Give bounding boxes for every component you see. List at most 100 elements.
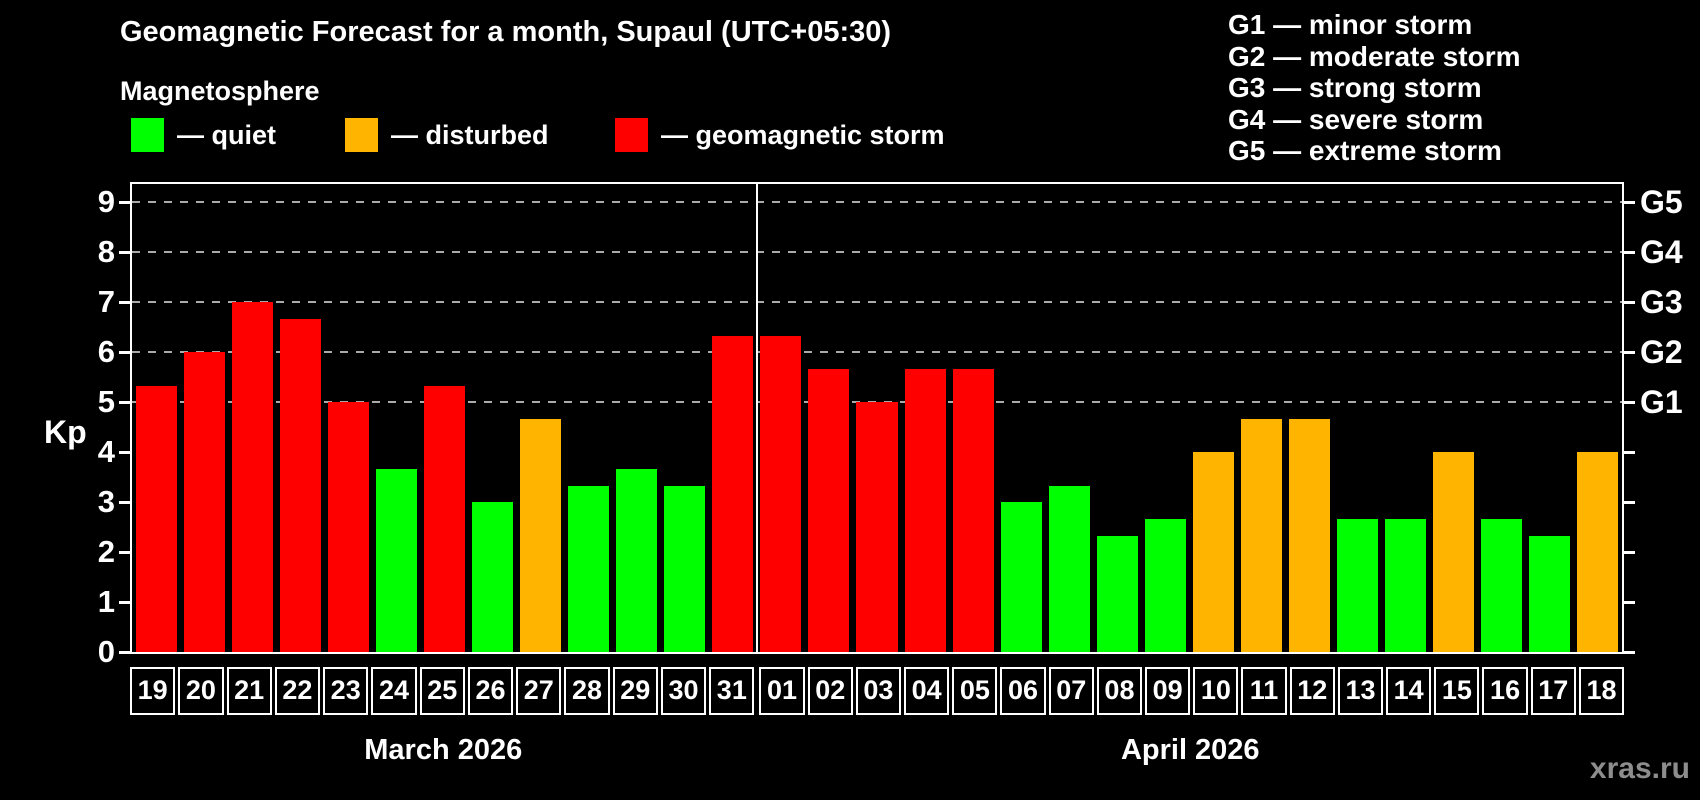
kp-bar-quiet <box>1048 485 1090 652</box>
date-cell: 31 <box>709 667 755 715</box>
date-cell: 07 <box>1048 667 1094 715</box>
month-label-march: March 2026 <box>364 734 523 766</box>
date-cell: 29 <box>612 667 658 715</box>
y-tick-mark-right <box>1624 401 1635 404</box>
date-cell: 12 <box>1289 667 1335 715</box>
y-tick-mark-left <box>119 251 130 254</box>
bar-slot <box>709 184 757 652</box>
y-tick-mark-left <box>119 351 130 354</box>
legend-label: — quiet <box>177 120 276 150</box>
bar-slot <box>757 184 805 652</box>
y-tick-mark-left <box>119 601 130 604</box>
bar-slot <box>1382 184 1430 652</box>
gridline <box>132 251 1622 253</box>
gridline <box>132 351 1622 353</box>
legend-label: — disturbed <box>391 120 549 150</box>
bar-slot <box>997 184 1045 652</box>
legend-swatch-storm <box>615 118 648 152</box>
g-legend-line: G3 — strong storm <box>1228 72 1482 103</box>
y-axis-title: Kp <box>44 414 87 450</box>
legend-item-quiet: — quiet <box>131 118 276 152</box>
bar-slot <box>565 184 613 652</box>
kp-bar-storm <box>135 385 177 652</box>
bar-slot <box>1478 184 1526 652</box>
date-cell: 19 <box>130 667 176 715</box>
date-cell: 11 <box>1241 667 1287 715</box>
y-tick-mark-right <box>1624 601 1635 604</box>
date-cell: 26 <box>467 667 514 715</box>
date-cell: 06 <box>1000 667 1046 715</box>
month-separator-line <box>755 184 758 652</box>
chart-subtitle: Magnetosphere <box>120 76 320 106</box>
kp-bar-storm <box>856 402 898 652</box>
kp-bar-quiet <box>568 485 610 652</box>
kp-bar-storm <box>808 368 850 652</box>
date-cell: 28 <box>564 667 610 715</box>
legend-swatch-disturbed <box>345 118 378 152</box>
date-cell: 08 <box>1096 667 1143 715</box>
y-tick-mark-right <box>1624 351 1635 354</box>
bar-slot <box>1430 184 1478 652</box>
date-cell: 20 <box>178 667 224 715</box>
bar-slot <box>420 184 468 652</box>
g-legend-line: G4 — severe storm <box>1228 103 1484 135</box>
y-tick-mark-left <box>119 301 130 304</box>
kp-bar-disturbed <box>520 418 562 652</box>
chart-title: Geomagnetic Forecast for a month, Supaul… <box>120 16 892 48</box>
date-cell: 05 <box>952 667 998 715</box>
bars-container <box>132 184 1622 652</box>
bar-slot <box>132 184 180 652</box>
watermark: xras.ru <box>1589 752 1690 785</box>
kp-bar-storm <box>231 302 273 652</box>
y-tick-label: 6 <box>97 334 115 369</box>
g-axis-label: G4 <box>1640 234 1683 270</box>
g-scale-legend: G1 — minor storm G2 — moderate storm G3 — … <box>1228 9 1521 167</box>
g-legend-line: G5 — extreme storm <box>1228 135 1502 166</box>
kp-bar-disturbed <box>1577 452 1619 652</box>
bar-slot <box>324 184 372 652</box>
y-tick-mark-left <box>119 501 130 504</box>
kp-bar-storm <box>952 368 994 652</box>
y-tick-mark-left <box>119 451 130 454</box>
kp-bar-quiet <box>616 468 658 652</box>
bar-slot <box>180 184 228 652</box>
y-tick-label: 0 <box>97 634 115 669</box>
kp-bar-storm <box>327 402 369 652</box>
bar-slot <box>468 184 516 652</box>
date-cell: 04 <box>904 667 950 715</box>
g-axis-label: G3 <box>1640 284 1683 320</box>
legend-label: — geomagnetic storm <box>661 120 945 150</box>
y-tick-label: 7 <box>97 284 115 319</box>
bar-slot <box>1526 184 1574 652</box>
bar-slot <box>613 184 661 652</box>
date-cell: 22 <box>274 667 321 715</box>
date-cell: 25 <box>419 667 465 715</box>
date-cell: 24 <box>371 667 417 715</box>
y-tick-mark-right <box>1624 451 1635 454</box>
legend-item-disturbed: — disturbed <box>345 118 549 152</box>
kp-bar-storm <box>760 335 802 652</box>
bar-slot <box>661 184 709 652</box>
y-tick-mark-right <box>1624 251 1635 254</box>
x-axis-date-row: 19 20 21 22 23 24 25 26 27 28 29 30 31 01 02 03 04 05 06 07… <box>130 667 1625 715</box>
date-cell: 30 <box>660 667 707 715</box>
date-cell: 15 <box>1434 667 1480 715</box>
kp-bar-quiet <box>471 502 513 652</box>
y-tick-mark-right <box>1624 201 1635 204</box>
date-cell: 21 <box>226 667 272 715</box>
y-tick-mark-left <box>119 651 130 654</box>
month-labels-row: March 2026 April 2026 <box>130 734 1624 767</box>
kp-bar-quiet <box>1481 518 1523 652</box>
y-tick-label: 5 <box>97 384 115 419</box>
y-tick-label: 2 <box>97 534 115 569</box>
date-cell: 02 <box>807 667 853 715</box>
y-tick-label: 8 <box>97 234 115 269</box>
y-tick-mark-left <box>119 201 130 204</box>
date-cell: 10 <box>1193 667 1239 715</box>
kp-bar-storm <box>183 352 225 652</box>
g-axis-label: G5 <box>1640 184 1683 220</box>
bar-slot <box>1286 184 1334 652</box>
date-cell: 01 <box>759 667 805 715</box>
legend-item-storm: — geomagnetic storm <box>615 118 945 152</box>
